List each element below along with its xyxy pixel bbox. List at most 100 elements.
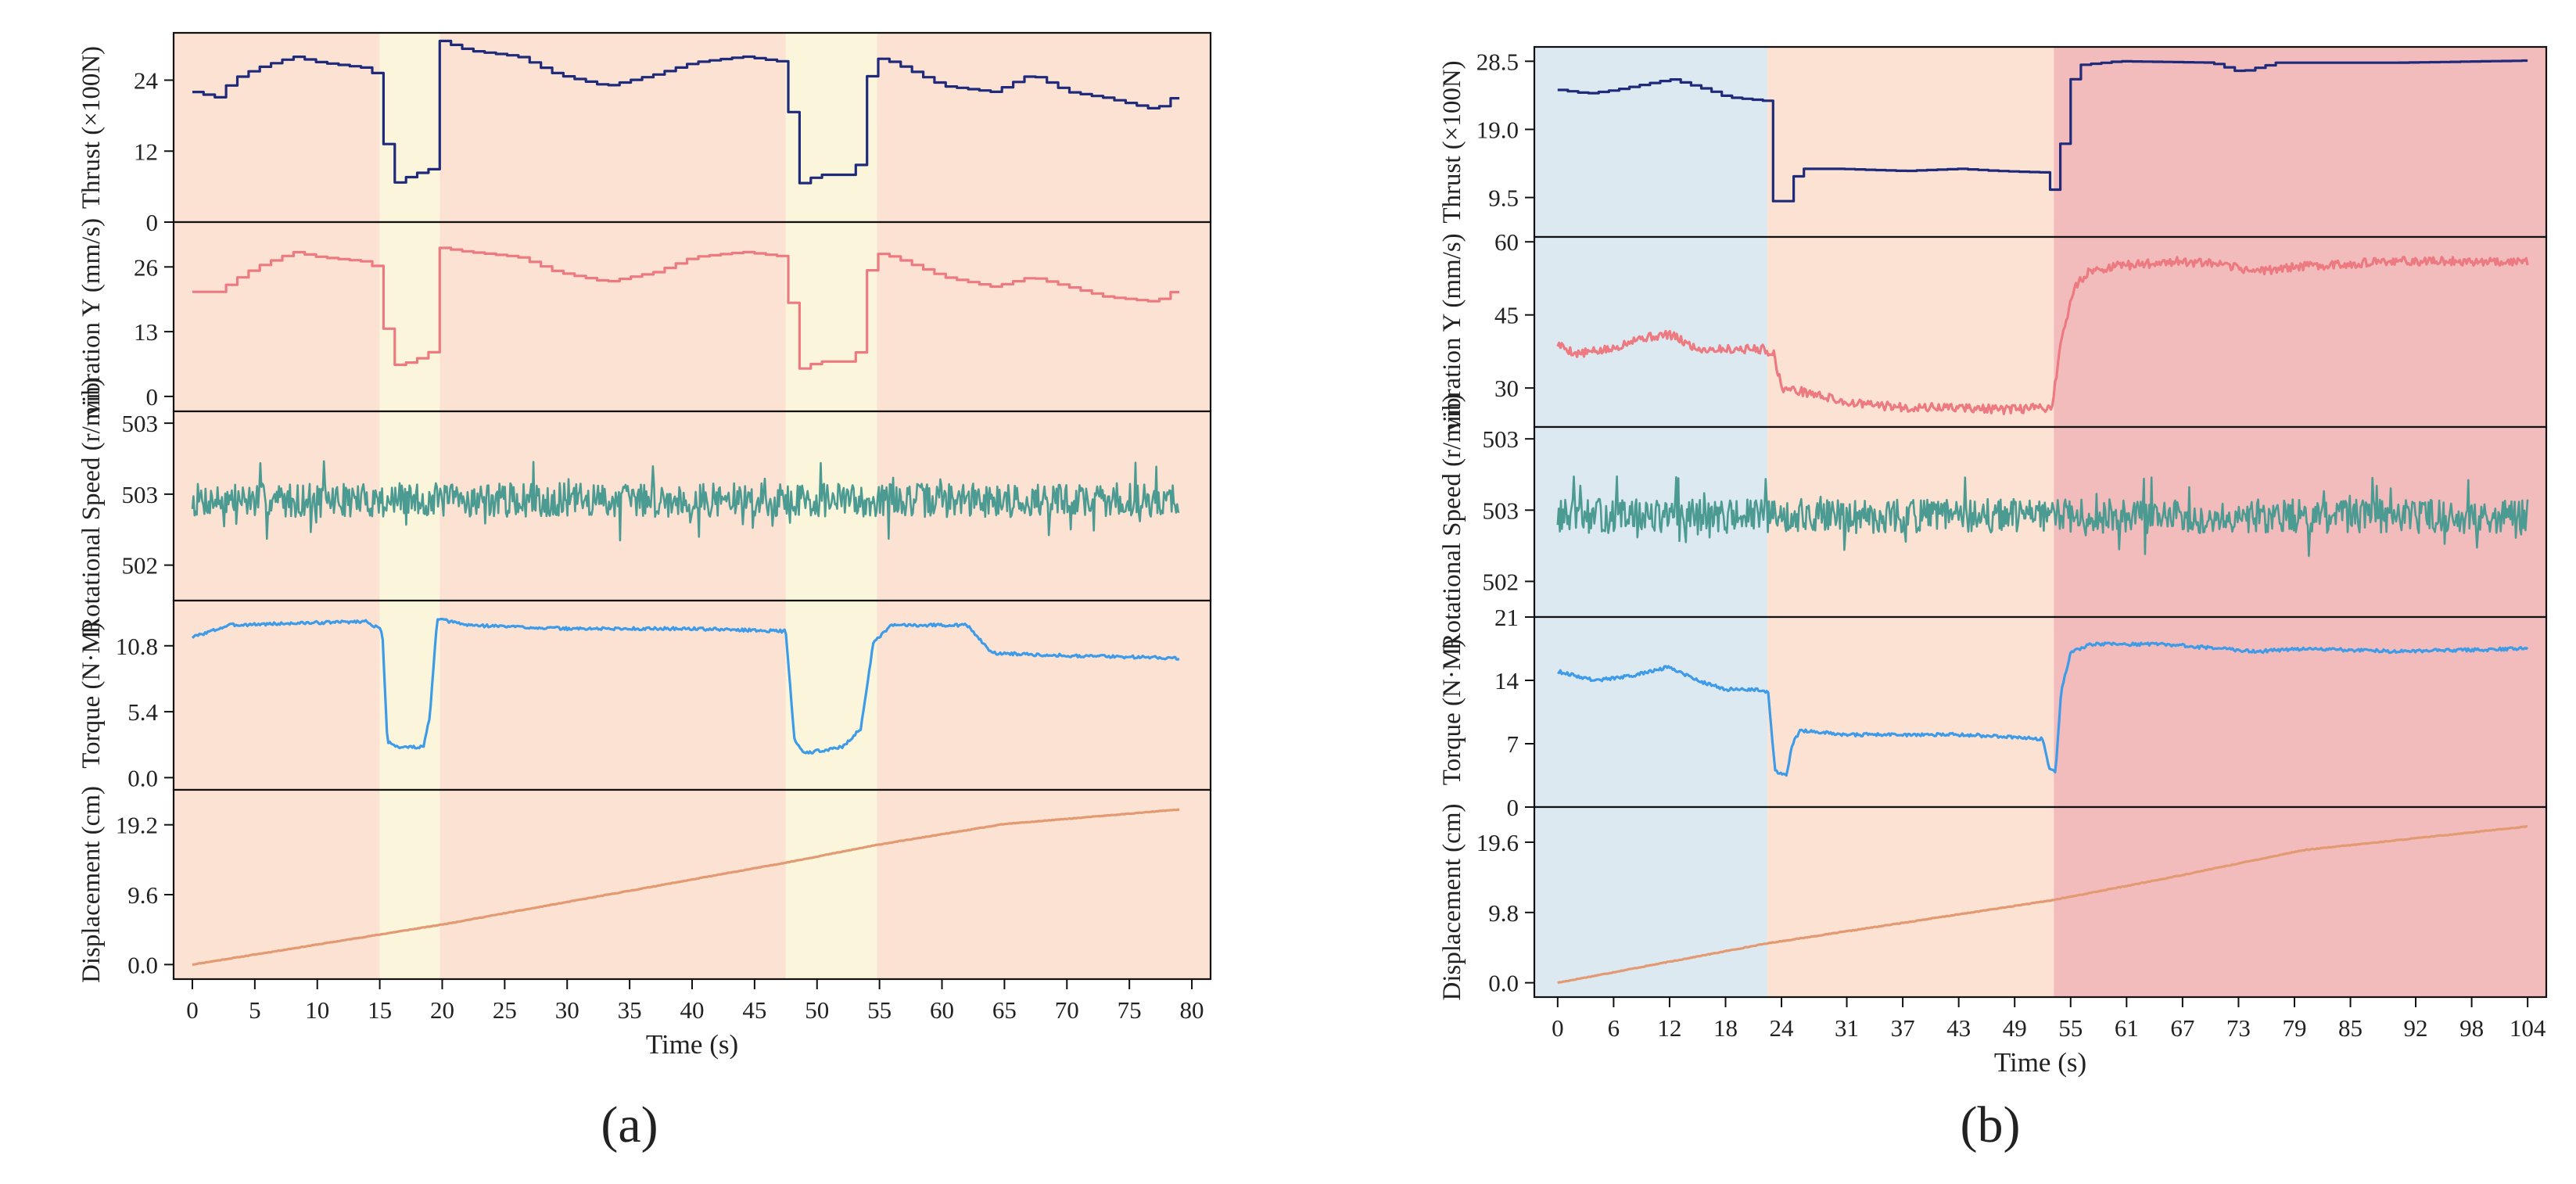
- ytick-label-thrust-1: 12: [134, 138, 158, 165]
- ytick-label-speed-0: 502: [122, 552, 159, 579]
- xtick-label-13: 65: [992, 996, 1017, 1024]
- ytick-label-thrust-2: 28.5: [1476, 48, 1519, 75]
- ytick-label-thrust-0: 0: [146, 209, 159, 236]
- region-displacement-1: [1767, 807, 2054, 997]
- xtick-label-14: 70: [1055, 996, 1079, 1024]
- chart-a: 0 12 24 Thrust (×100N) 0 13 26 vibration Y (mm/…: [77, 31, 1212, 1060]
- region-speed-1: [379, 411, 440, 601]
- region-thrust-1: [1767, 47, 2054, 237]
- ytick-label-speed-0: 502: [1483, 568, 1519, 595]
- ytick-label-torque-2: 10.8: [116, 633, 158, 660]
- ytick-label-vibration-2: 26: [134, 253, 158, 281]
- region-vibration-2: [439, 222, 786, 411]
- xtick-label-5: 25: [493, 996, 517, 1024]
- xlabel: Time (s): [1994, 1047, 2086, 1078]
- ylabel-vibration: vibration Y (mm/s): [1438, 233, 1466, 430]
- region-thrust-0: [174, 33, 380, 222]
- ylabel-displacement: Displacement (cm): [77, 786, 106, 983]
- region-displacement-1: [379, 790, 440, 979]
- ytick-label-vibration-1: 45: [1494, 302, 1519, 329]
- figure-label-a: (a): [601, 1096, 658, 1154]
- ytick-label-vibration-2: 60: [1494, 228, 1519, 256]
- region-displacement-2: [2054, 807, 2546, 997]
- xtick-label-8: 40: [680, 996, 705, 1024]
- region-vibration-0: [174, 222, 380, 411]
- ytick-label-torque-0: 0.0: [127, 764, 158, 791]
- xtick-label-2: 12: [1657, 1014, 1681, 1042]
- xtick-label-16: 80: [1180, 996, 1204, 1024]
- xtick-label-1: 5: [249, 996, 261, 1024]
- x-axis: 0 5 10 15 20 25 30 35 40 45 50 55 60 65 70 75 80 Time (s): [186, 979, 1204, 1060]
- panel-vibration: 30 45 60 vibration Y (mm/s): [1438, 228, 2548, 431]
- xtick-label-12: 73: [2226, 1014, 2251, 1042]
- x-axis: 0 6 12 18 24 31 37 43 49 55 61 67 73 79 85 92 98 104 Time …: [1552, 997, 2546, 1078]
- region-torque-0: [1534, 617, 1768, 807]
- ytick-label-torque-0: 0: [1507, 794, 1519, 821]
- ytick-label-displacement-2: 19.6: [1476, 829, 1519, 856]
- region-speed-2: [2054, 427, 2546, 617]
- panel-vibration: 0 13 26 vibration Y (mm/s): [77, 218, 1212, 415]
- ylabel-torque: Torque (N·M): [77, 622, 106, 768]
- ytick-label-vibration-1: 13: [134, 318, 158, 346]
- region-thrust-3: [785, 33, 877, 222]
- region-thrust-4: [877, 33, 1211, 222]
- ylabel-thrust: Thrust (×100N): [77, 46, 106, 209]
- panel-thrust: 0 12 24 Thrust (×100N): [77, 31, 1212, 236]
- region-vibration-3: [785, 222, 877, 411]
- region-displacement-2: [439, 790, 786, 979]
- ytick-label-speed-2: 503: [122, 410, 159, 437]
- series-vibration: [1556, 256, 2529, 415]
- ytick-label-torque-1: 7: [1507, 730, 1519, 758]
- ytick-label-displacement-0: 0.0: [1488, 970, 1519, 997]
- region-vibration-4: [877, 222, 1211, 411]
- series-speed: [191, 460, 1180, 542]
- ytick-label-torque-3: 21: [1494, 604, 1519, 631]
- region-thrust-0: [1534, 47, 1768, 237]
- xtick-label-9: 55: [2058, 1014, 2083, 1042]
- xtick-label-7: 43: [1946, 1014, 1971, 1042]
- series-torque: [1557, 641, 2529, 777]
- xlabel: Time (s): [646, 1029, 738, 1060]
- panel-thrust: 9.5 19.0 28.5 Thrust (×100N): [1438, 45, 2548, 239]
- xtick-label-5: 31: [1835, 1014, 1859, 1042]
- ytick-label-vibration-0: 30: [1494, 375, 1519, 402]
- xtick-label-11: 55: [867, 996, 892, 1024]
- region-torque-1: [1767, 617, 2054, 807]
- panel-speed: 502 503 503 Rotational Speed (r/min): [1438, 393, 2548, 651]
- ytick-label-torque-1: 5.4: [127, 698, 158, 726]
- xtick-label-15: 75: [1118, 996, 1142, 1024]
- xtick-label-0: 0: [186, 996, 199, 1024]
- region-thrust-2: [439, 33, 786, 222]
- ytick-label-vibration-0: 0: [146, 383, 159, 411]
- xtick-label-17: 104: [2510, 1014, 2546, 1042]
- xtick-label-8: 49: [2003, 1014, 2027, 1042]
- region-thrust-1: [379, 33, 440, 222]
- panel-displacement: 0.0 9.6 19.2 Displacement (cm): [77, 786, 1212, 983]
- xtick-label-0: 0: [1552, 1014, 1564, 1042]
- series-thrust: [192, 39, 1180, 185]
- ylabel-speed: Rotational Speed (r/min): [77, 378, 106, 634]
- region-torque-0: [174, 601, 380, 790]
- panel-torque: 0 7 14 21 Torque (N·M): [1438, 604, 2548, 821]
- ylabel-vibration: vibration Y (mm/s): [77, 218, 106, 415]
- ylabel-speed: Rotational Speed (r/min): [1438, 393, 1466, 650]
- figure-label-b: (b): [1961, 1096, 2021, 1154]
- xtick-label-10: 50: [805, 996, 829, 1024]
- ytick-label-displacement-0: 0.0: [127, 951, 158, 978]
- series-displacement: [192, 808, 1180, 967]
- xtick-label-14: 85: [2338, 1014, 2363, 1042]
- xtick-label-9: 45: [742, 996, 766, 1024]
- xtick-label-4: 20: [430, 996, 454, 1024]
- series-thrust: [1557, 59, 2528, 203]
- ylabel-displacement: Displacement (cm): [1438, 804, 1466, 1001]
- xtick-label-1: 6: [1608, 1014, 1620, 1042]
- ytick-label-speed-2: 503: [1483, 425, 1519, 453]
- series-torque: [191, 617, 1180, 755]
- xtick-label-16: 98: [2459, 1014, 2484, 1042]
- region-displacement-0: [174, 790, 380, 979]
- panel-displacement: 0.0 9.8 19.6 Displacement (cm): [1438, 804, 2548, 1001]
- ytick-label-displacement-1: 9.8: [1488, 899, 1519, 927]
- xtick-label-12: 60: [930, 996, 954, 1024]
